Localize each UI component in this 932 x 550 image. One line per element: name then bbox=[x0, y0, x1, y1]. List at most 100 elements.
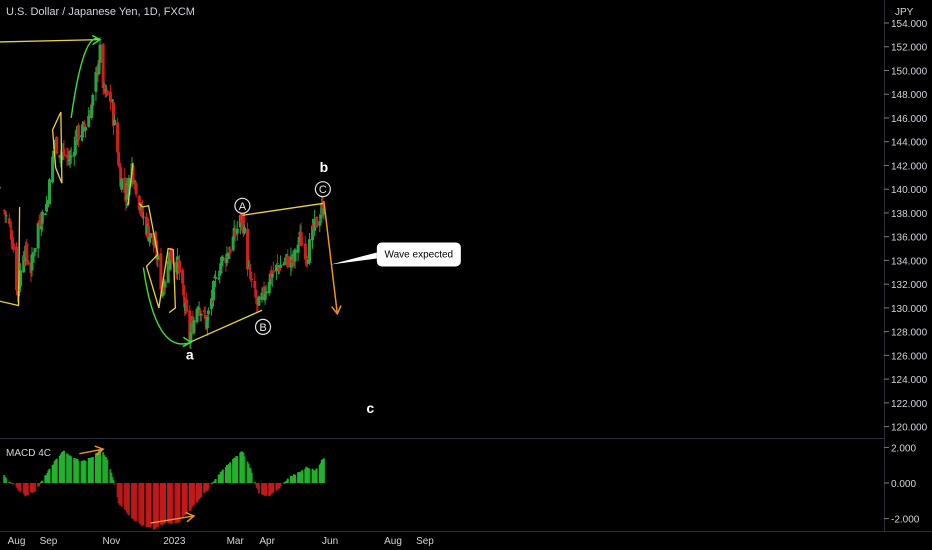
candle-body bbox=[36, 223, 40, 249]
macd-bar bbox=[123, 483, 126, 510]
candle-body bbox=[300, 243, 304, 245]
candle-body bbox=[66, 154, 70, 158]
macd-bar bbox=[46, 472, 49, 483]
price-tick-label: 132.000 bbox=[891, 280, 928, 291]
wave-label-c: c bbox=[366, 400, 374, 416]
macd-bar bbox=[272, 483, 275, 492]
chart-title: U.S. Dollar / Japanese Yen, 1D, FXCM bbox=[6, 6, 195, 18]
candle-body bbox=[202, 310, 206, 313]
macd-bar bbox=[113, 483, 116, 485]
macd-bar bbox=[304, 468, 307, 483]
candle-body bbox=[39, 226, 43, 230]
macd-bar bbox=[125, 483, 128, 513]
candle-body bbox=[241, 213, 245, 234]
macd-bar bbox=[118, 483, 121, 505]
candle-body bbox=[303, 243, 307, 260]
candle-body bbox=[32, 255, 36, 257]
macd-bar bbox=[225, 465, 228, 483]
candle-body bbox=[181, 269, 185, 284]
candle-body bbox=[90, 105, 94, 118]
macd-bar bbox=[240, 451, 243, 483]
macd-bar bbox=[153, 483, 156, 529]
macd-bar bbox=[18, 483, 21, 491]
candle-body bbox=[218, 273, 222, 276]
macd-bar bbox=[203, 483, 206, 493]
macd-bar bbox=[199, 483, 202, 498]
candle-body bbox=[205, 316, 209, 329]
macd-bar bbox=[55, 458, 58, 483]
macd-bar bbox=[149, 483, 152, 528]
macd-bar bbox=[192, 483, 195, 505]
time-tick-label: Sep bbox=[40, 536, 58, 547]
candle-body bbox=[203, 314, 207, 320]
macd-bar bbox=[11, 483, 14, 485]
callout-box bbox=[376, 242, 461, 267]
macd-bar bbox=[264, 483, 267, 496]
macd-bar bbox=[294, 474, 297, 483]
candle-body bbox=[91, 94, 95, 106]
macd-bar bbox=[185, 483, 188, 514]
macd-bar bbox=[102, 452, 105, 483]
macd-bar bbox=[161, 483, 164, 525]
macd-bar bbox=[156, 483, 159, 528]
candle-body bbox=[3, 210, 7, 215]
candle-body bbox=[2, 210, 6, 212]
candle-body bbox=[296, 244, 300, 253]
macd-bar bbox=[200, 483, 203, 498]
macd-bar bbox=[308, 468, 311, 483]
macd-bar bbox=[40, 481, 43, 483]
macd-bar bbox=[297, 472, 300, 483]
macd-bar bbox=[91, 457, 94, 483]
candle-body bbox=[94, 72, 98, 92]
macd-bar bbox=[124, 483, 127, 510]
price-tick-label: 128.000 bbox=[891, 328, 928, 339]
price-tick-label: 138.000 bbox=[891, 209, 928, 220]
chart-marks bbox=[0, 0, 932, 532]
macd-bar bbox=[321, 459, 324, 483]
candle-body bbox=[98, 44, 102, 63]
candle-body bbox=[87, 115, 91, 127]
time-tick-label: Mar bbox=[227, 536, 245, 547]
candle-body bbox=[262, 286, 266, 297]
price-tick-label: 154.000 bbox=[891, 19, 928, 30]
macd-bar bbox=[155, 483, 158, 527]
candle-body bbox=[270, 273, 274, 278]
candle-body bbox=[217, 278, 221, 280]
macd-bar bbox=[285, 480, 288, 483]
candle-body bbox=[277, 265, 281, 267]
candle-body bbox=[260, 292, 264, 300]
macd-bar bbox=[213, 480, 216, 483]
candle-body bbox=[249, 271, 253, 279]
candle-body bbox=[40, 211, 44, 224]
wave-label-b: b bbox=[320, 159, 329, 175]
macd-bar bbox=[205, 483, 208, 492]
candle-body bbox=[163, 281, 167, 288]
candle-body bbox=[84, 127, 88, 131]
macd-bar bbox=[152, 483, 155, 530]
macd-bar bbox=[276, 483, 279, 489]
macd-bar bbox=[224, 466, 227, 483]
diagonal-line-nov bbox=[127, 162, 134, 206]
macd-bar bbox=[236, 456, 239, 483]
macd-bar bbox=[219, 471, 222, 483]
macd-bar bbox=[197, 483, 200, 501]
candle-body bbox=[188, 310, 192, 341]
macd-bar bbox=[138, 483, 141, 523]
candle-body bbox=[166, 260, 170, 283]
candle-body bbox=[297, 237, 301, 243]
macd-bar bbox=[178, 483, 181, 522]
candle-body bbox=[30, 254, 34, 271]
macd-bar bbox=[299, 472, 302, 483]
green-arrow-head-top bbox=[91, 34, 102, 46]
candle-body bbox=[68, 156, 72, 161]
macd-tick-label: -2.000 bbox=[891, 515, 920, 526]
macd-bar bbox=[232, 459, 235, 483]
macd-bar bbox=[111, 477, 114, 483]
macd-bar bbox=[257, 483, 260, 494]
macd-bar bbox=[132, 483, 135, 520]
candle-body bbox=[112, 119, 116, 126]
candle-body bbox=[199, 313, 203, 316]
candle-body bbox=[225, 253, 229, 264]
candle-body bbox=[120, 178, 124, 190]
